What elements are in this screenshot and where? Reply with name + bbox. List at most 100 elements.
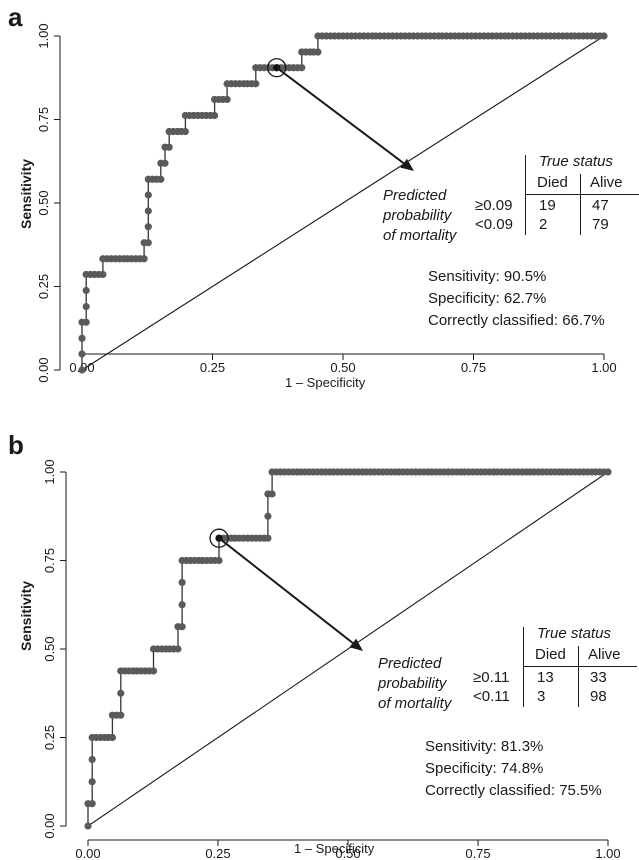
roc-point (264, 534, 272, 542)
roc-point (84, 822, 92, 830)
x-tick-label: 1.00 (591, 360, 616, 375)
y-tick-label: 0.00 (36, 357, 51, 382)
y-axis-title: Sensitivity (18, 580, 34, 652)
table-cell: 3 (537, 688, 546, 705)
roc-point (144, 223, 152, 231)
column-header-died: Died (535, 646, 566, 663)
annotation-line: Predicted (378, 655, 442, 672)
row-label: <0.11 (473, 688, 510, 705)
roc-point (88, 778, 96, 786)
x-tick-label: 0.50 (335, 846, 360, 860)
roc-point (223, 95, 231, 104)
roc-point (600, 32, 608, 40)
annotation-arrow (218, 537, 354, 644)
roc-point (88, 755, 96, 764)
cutoff-annotation: Predicted probability of mortality (378, 654, 451, 714)
roc-panel-a: a 0.000.250.500.751.000.000.250.500.751.… (8, 2, 639, 390)
table-cell: 33 (590, 669, 607, 686)
roc-point (140, 255, 148, 263)
roc-point (99, 270, 107, 279)
arrow-head (400, 158, 414, 171)
roc-point (144, 207, 152, 215)
sensitivity-stat: Sensitivity: 81.3% (425, 738, 544, 755)
classification-table: True status Died Alive ≥0.11 13 33 <0.11… (470, 622, 639, 712)
correctly-classified-stat: Correctly classified: 75.5% (425, 782, 602, 799)
reference-line (87, 471, 609, 827)
correctly-classified-stat: Correctly classified: 66.7% (428, 312, 605, 329)
arrow-head (349, 638, 363, 651)
x-tick-label: 0.25 (205, 846, 230, 860)
roc-point (178, 623, 186, 631)
panel-label: b (8, 430, 24, 460)
y-tick-label: 0.25 (42, 725, 57, 750)
table-cell: 13 (537, 669, 554, 686)
roc-point (181, 127, 189, 136)
table-cell: 2 (539, 216, 548, 233)
roc-point (108, 733, 117, 742)
roc-point (215, 556, 223, 565)
roc-point (117, 689, 125, 697)
table-cell: 47 (592, 197, 609, 214)
column-header-alive: Alive (590, 174, 623, 191)
roc-plot-a: 0.000.250.500.751.000.000.250.500.751.00 (36, 23, 617, 382)
roc-point (149, 667, 158, 675)
roc-point (82, 302, 90, 311)
table-divider (580, 174, 581, 235)
annotation-line: probability (378, 675, 447, 692)
roc-point (157, 175, 165, 183)
roc-point (78, 350, 86, 358)
roc-point (604, 468, 612, 476)
roc-point (82, 318, 90, 326)
table-divider (578, 646, 579, 707)
x-tick-label: 0.25 (200, 360, 225, 375)
classification-table: True status Died Alive ≥0.09 19 47 <0.09… (472, 150, 639, 240)
roc-point (264, 512, 272, 520)
y-tick-label: 0.50 (42, 636, 57, 661)
y-tick-label: 0.25 (36, 274, 51, 299)
table-cell: 79 (592, 216, 609, 233)
table-cell: 19 (539, 197, 556, 214)
cutoff-ring (267, 58, 287, 78)
panel-label: a (8, 2, 23, 32)
y-tick-label: 0.75 (42, 548, 57, 573)
annotation-arrow (276, 66, 405, 164)
annotation-line: of mortality (383, 227, 457, 244)
y-tick-label: 0.00 (42, 813, 57, 838)
column-header-alive: Alive (588, 646, 621, 663)
roc-point (144, 239, 152, 247)
roc-panel-b: b 0.00 0.25 0.50 0.75 1.00 0.00 0.25 0.50 0.75 1.… (0, 430, 639, 860)
annotation-line: probability (383, 207, 452, 224)
y-tick-label: 0.50 (36, 190, 51, 215)
row-label: ≥0.09 (475, 197, 513, 214)
roc-point (178, 601, 186, 609)
roc-point (298, 64, 306, 72)
cutoff-annotation: Predicted probability of mortality (383, 186, 456, 246)
x-tick-label: 0.50 (330, 360, 355, 375)
y-tick-label: 1.00 (42, 459, 57, 484)
roc-point (174, 645, 182, 653)
x-tick-label: 0.75 (465, 846, 490, 860)
x-tick-label: 0.75 (461, 360, 486, 375)
table-cell: 98 (590, 688, 607, 705)
x-axis-title: 1 – Specificity (285, 375, 366, 390)
table-divider (525, 194, 639, 195)
row-label: ≥0.11 (473, 669, 510, 686)
specificity-stat: Specificity: 62.7% (428, 290, 547, 307)
y-tick-label: 1.00 (36, 23, 51, 48)
cutoff-ring (209, 528, 229, 548)
table-divider (525, 155, 526, 235)
x-tick-label: 0.00 (75, 846, 100, 860)
reference-line (81, 35, 605, 371)
row-label: <0.09 (475, 216, 513, 233)
specificity-stat: Specificity: 74.8% (425, 760, 544, 777)
annotation-line: of mortality (378, 695, 452, 712)
roc-point (88, 800, 96, 808)
roc-point (314, 48, 322, 56)
roc-point (268, 490, 276, 498)
column-header-died: Died (537, 174, 568, 191)
sensitivity-stat: Sensitivity: 90.5% (428, 268, 547, 285)
roc-point (144, 191, 152, 199)
roc-point (82, 286, 90, 295)
table-divider (523, 666, 637, 667)
x-axis-title: 1 – Specificity (294, 841, 375, 856)
